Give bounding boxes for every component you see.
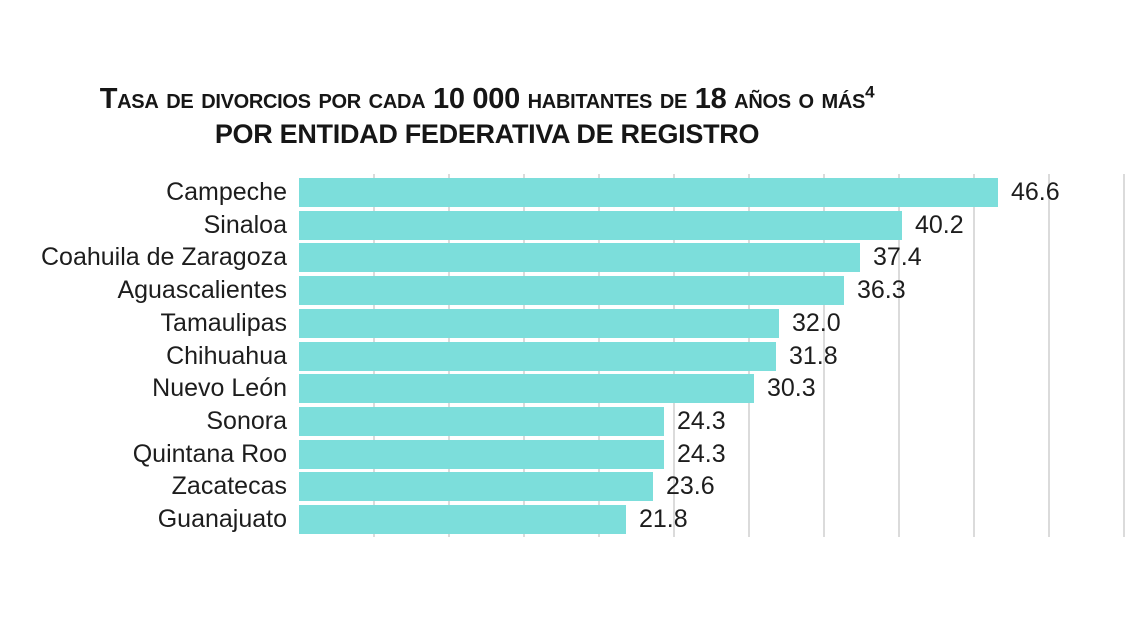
category-label: Zacatecas	[171, 472, 287, 500]
value-label: 40.2	[915, 211, 964, 239]
bar	[299, 472, 653, 501]
category-label: Coahuila de Zaragoza	[41, 243, 287, 271]
value-label: 23.6	[666, 472, 715, 500]
category-label: Sonora	[206, 407, 287, 435]
category-label: Quintana Roo	[132, 440, 287, 468]
gridline-x-50	[1048, 174, 1050, 537]
value-label: 24.3	[677, 440, 726, 468]
value-label: 30.3	[767, 374, 816, 402]
value-label: 21.8	[639, 505, 688, 533]
category-label: Chihuahua	[166, 342, 287, 370]
chart-title-block: Tasa de divorcios por cada 10 000 habita…	[66, 82, 908, 149]
gridline-x-55	[1123, 174, 1125, 537]
category-label: Nuevo León	[152, 374, 287, 402]
category-label: Guanajuato	[157, 505, 287, 533]
chart-title: Tasa de divorcios por cada 10 000 habita…	[66, 82, 908, 116]
bar	[299, 342, 776, 371]
bar	[299, 505, 626, 534]
gridline-x-35	[823, 174, 825, 537]
gridline-x-45	[973, 174, 975, 537]
chart-title-text: Tasa de divorcios por cada 10 000 habita…	[99, 83, 866, 115]
category-label: Tamaulipas	[160, 309, 287, 337]
bar	[299, 374, 754, 403]
bar	[299, 243, 860, 272]
bar	[299, 276, 844, 305]
bar-chart-plot-area: Campeche 46.6 Sinaloa 40.2 Coahuila de Zarag…	[0, 174, 1140, 537]
value-label: 31.8	[789, 342, 838, 370]
category-label: Aguascalientes	[117, 276, 287, 304]
bar	[299, 309, 779, 338]
bar	[299, 440, 664, 469]
bar	[299, 407, 664, 436]
title-footnote-marker: 4	[865, 82, 875, 102]
value-label: 36.3	[857, 276, 906, 304]
category-label: Campeche	[166, 178, 287, 206]
value-label: 46.6	[1011, 178, 1060, 206]
value-label: 32.0	[792, 309, 841, 337]
value-label: 24.3	[677, 407, 726, 435]
chart-subtitle: POR ENTIDAD FEDERATIVA DE REGISTRO	[214, 119, 760, 149]
value-label: 37.4	[873, 243, 922, 271]
gridline-x-40	[898, 174, 900, 537]
bar	[299, 178, 998, 207]
category-label: Sinaloa	[203, 211, 287, 239]
bar	[299, 211, 902, 240]
